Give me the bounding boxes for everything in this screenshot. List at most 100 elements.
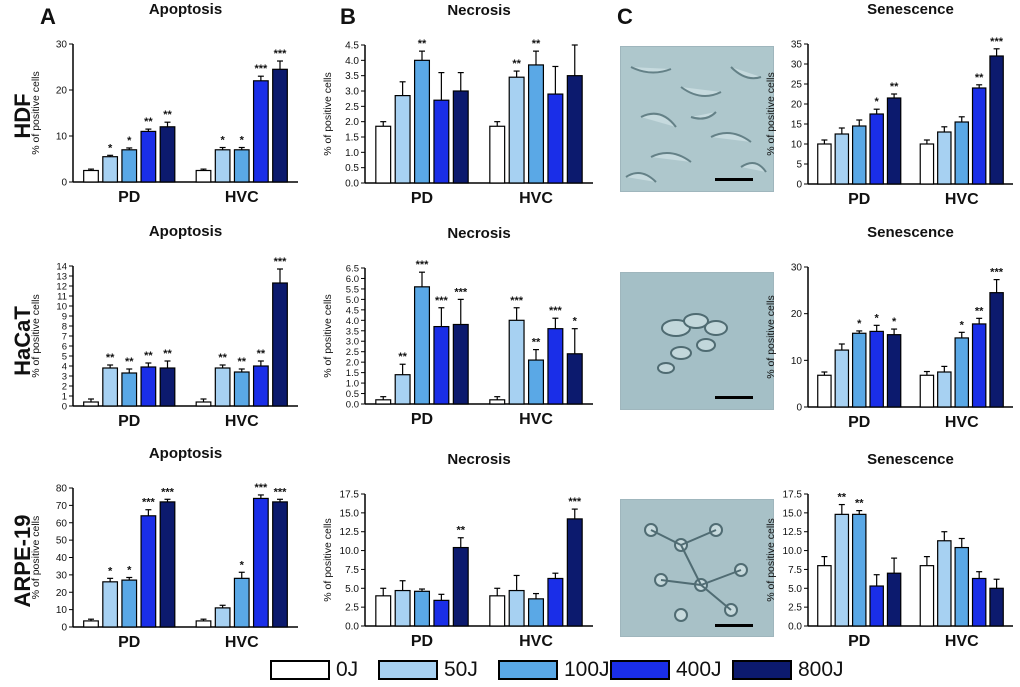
significance-label: * xyxy=(960,319,965,331)
y-tick-label: 20 xyxy=(56,588,68,599)
bar xyxy=(566,75,583,184)
y-tick-label: 10.0 xyxy=(783,546,803,557)
legend-swatch xyxy=(610,660,670,680)
significance-label: ** xyxy=(163,109,172,121)
bar xyxy=(919,565,935,627)
significance-label: ** xyxy=(398,351,407,363)
bar xyxy=(869,330,884,408)
y-tick-label: 0.0 xyxy=(346,400,359,411)
significance-label: * xyxy=(108,142,113,154)
significance-label: * xyxy=(127,564,132,576)
bar xyxy=(527,598,545,627)
chart-title: Apoptosis xyxy=(149,445,222,462)
bar xyxy=(452,323,469,405)
significance-label: * xyxy=(892,316,897,328)
legend-item-50j: 50J xyxy=(378,656,478,684)
y-axis-label: % of positive cells xyxy=(30,516,42,599)
bar xyxy=(489,595,506,627)
y-tick-label: 2.0 xyxy=(345,117,359,128)
panel-label-b: B xyxy=(340,4,356,29)
significance-label: ** xyxy=(532,337,541,349)
bar xyxy=(233,577,250,628)
significance-label: ** xyxy=(838,492,847,504)
significance-label: * xyxy=(108,565,113,577)
bar xyxy=(547,577,564,627)
y-tick-label: 0.0 xyxy=(345,179,359,190)
bar xyxy=(452,90,469,184)
bar xyxy=(989,587,1004,627)
legend-label: 100J xyxy=(564,658,610,681)
bar xyxy=(971,323,987,408)
legend-label: 50J xyxy=(444,658,478,681)
y-tick-label: 25 xyxy=(791,80,803,91)
significance-label: ** xyxy=(456,525,465,537)
significance-label: ** xyxy=(418,38,427,50)
y-tick-label: 15.0 xyxy=(340,508,360,519)
bar xyxy=(272,68,288,183)
x-category-label: PD xyxy=(411,411,433,428)
bar xyxy=(851,332,867,408)
y-tick-label: 1.0 xyxy=(346,379,359,390)
chart-title: Necrosis xyxy=(447,2,510,19)
y-tick-label: 1.0 xyxy=(345,148,359,159)
significance-label: *** xyxy=(568,496,582,508)
y-tick-label: 5 xyxy=(796,160,802,171)
y-tick-label: 0.5 xyxy=(345,163,359,174)
y-tick-label: 0.0 xyxy=(345,622,359,633)
bar xyxy=(489,399,506,405)
bar xyxy=(834,133,850,185)
y-tick-label: 40 xyxy=(56,553,68,564)
y-tick-label: 1 xyxy=(62,392,67,403)
x-category-label: HVC xyxy=(519,190,553,207)
y-tick-label: 10.0 xyxy=(340,546,360,557)
y-tick-label: 12.5 xyxy=(340,527,360,538)
significance-label: ** xyxy=(144,350,153,362)
x-category-label: HVC xyxy=(945,191,979,208)
bar xyxy=(83,401,99,407)
chart-title: Senescence xyxy=(867,224,954,241)
significance-label: ** xyxy=(855,498,864,510)
bar xyxy=(954,546,970,627)
bar xyxy=(527,64,545,184)
y-tick-label: 30 xyxy=(791,60,803,71)
y-tick-label: 10 xyxy=(791,140,803,151)
y-tick-label: 5.0 xyxy=(345,584,359,595)
y-tick-label: 0 xyxy=(62,402,67,413)
y-axis-label: % of positive cells xyxy=(765,72,777,155)
bar xyxy=(140,130,157,183)
significance-label: * xyxy=(857,318,862,330)
scale-bar xyxy=(715,178,753,181)
bar xyxy=(508,76,525,184)
y-tick-label: 17.5 xyxy=(340,490,360,501)
x-category-label: PD xyxy=(118,189,140,206)
legend-label: 0J xyxy=(336,658,359,681)
y-axis-label: % of positive cells xyxy=(30,71,42,154)
bar xyxy=(566,353,583,405)
y-tick-label: 3 xyxy=(62,372,67,383)
bar xyxy=(394,374,411,405)
bar xyxy=(937,540,952,627)
bar xyxy=(83,620,99,628)
bar xyxy=(195,620,212,628)
y-tick-label: 50 xyxy=(56,536,68,547)
y-tick-label: 2.5 xyxy=(346,347,359,358)
bar xyxy=(121,149,138,183)
bar xyxy=(394,589,411,627)
y-tick-label: 10 xyxy=(56,605,68,616)
bar xyxy=(547,328,564,405)
micrograph-arpe19 xyxy=(620,499,774,637)
legend-swatch xyxy=(498,660,558,680)
bar xyxy=(547,93,564,184)
y-tick-label: 4.5 xyxy=(345,41,359,52)
legend-label: 800J xyxy=(798,658,844,681)
y-tick-label: 5.5 xyxy=(346,284,359,295)
y-tick-label: 0 xyxy=(796,180,802,191)
y-tick-label: 10 xyxy=(56,132,68,143)
bar xyxy=(102,156,119,183)
y-tick-label: 80 xyxy=(56,484,68,495)
significance-label: * xyxy=(240,135,245,147)
y-tick-label: 60 xyxy=(56,518,68,529)
y-tick-label: 3.5 xyxy=(346,326,359,337)
bar xyxy=(851,513,867,627)
bar xyxy=(121,372,138,407)
